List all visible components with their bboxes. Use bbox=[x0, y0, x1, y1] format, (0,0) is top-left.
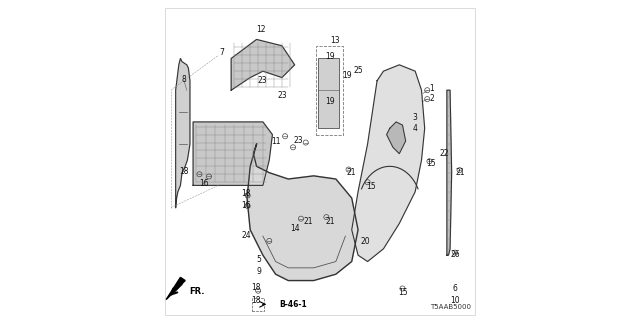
Text: 15: 15 bbox=[398, 288, 408, 297]
Polygon shape bbox=[247, 144, 358, 281]
Text: T5AAB5000: T5AAB5000 bbox=[429, 304, 470, 310]
Bar bbox=[252, 298, 264, 311]
Polygon shape bbox=[231, 39, 294, 90]
Text: 18: 18 bbox=[251, 296, 260, 305]
Text: 18: 18 bbox=[242, 189, 251, 198]
Bar bbox=[319, 59, 339, 128]
Text: 23: 23 bbox=[257, 76, 267, 84]
Text: 11: 11 bbox=[271, 137, 280, 146]
Text: 23: 23 bbox=[278, 92, 287, 100]
Text: 15: 15 bbox=[426, 159, 436, 168]
Polygon shape bbox=[387, 122, 406, 154]
Text: 8: 8 bbox=[182, 75, 187, 84]
Text: 24: 24 bbox=[241, 231, 252, 240]
Polygon shape bbox=[166, 277, 185, 300]
Text: 13: 13 bbox=[330, 36, 340, 44]
Text: 12: 12 bbox=[257, 25, 266, 34]
Text: 22: 22 bbox=[440, 148, 449, 157]
Polygon shape bbox=[175, 59, 190, 208]
Polygon shape bbox=[193, 122, 273, 185]
Text: 1: 1 bbox=[429, 84, 434, 93]
Text: FR.: FR. bbox=[189, 287, 205, 296]
Text: 15: 15 bbox=[367, 181, 376, 190]
Text: 4: 4 bbox=[413, 124, 418, 133]
Text: 26: 26 bbox=[450, 250, 460, 259]
Text: 9: 9 bbox=[257, 267, 262, 276]
Polygon shape bbox=[447, 90, 452, 255]
Text: 21: 21 bbox=[456, 168, 465, 177]
Text: 16: 16 bbox=[200, 179, 209, 188]
Text: 18: 18 bbox=[251, 283, 260, 292]
Polygon shape bbox=[352, 65, 425, 261]
Text: 19: 19 bbox=[325, 52, 335, 61]
Text: 10: 10 bbox=[450, 296, 460, 305]
Text: 16: 16 bbox=[241, 202, 252, 211]
Text: 21: 21 bbox=[303, 217, 313, 226]
Text: 6: 6 bbox=[452, 284, 457, 293]
Text: 19: 19 bbox=[342, 71, 352, 80]
Text: 2: 2 bbox=[429, 94, 434, 103]
Bar bbox=[316, 46, 343, 135]
Text: 25: 25 bbox=[354, 66, 364, 75]
Text: 21: 21 bbox=[346, 168, 356, 177]
Text: 19: 19 bbox=[325, 97, 335, 106]
Text: 7: 7 bbox=[220, 48, 224, 57]
Text: 20: 20 bbox=[360, 237, 370, 246]
Text: 5: 5 bbox=[257, 255, 262, 264]
Text: 23: 23 bbox=[294, 136, 303, 145]
Text: 18: 18 bbox=[179, 167, 189, 176]
Text: 3: 3 bbox=[413, 113, 418, 122]
Text: B-46-1: B-46-1 bbox=[279, 300, 307, 309]
Text: 14: 14 bbox=[291, 224, 300, 233]
Text: 21: 21 bbox=[325, 217, 335, 226]
